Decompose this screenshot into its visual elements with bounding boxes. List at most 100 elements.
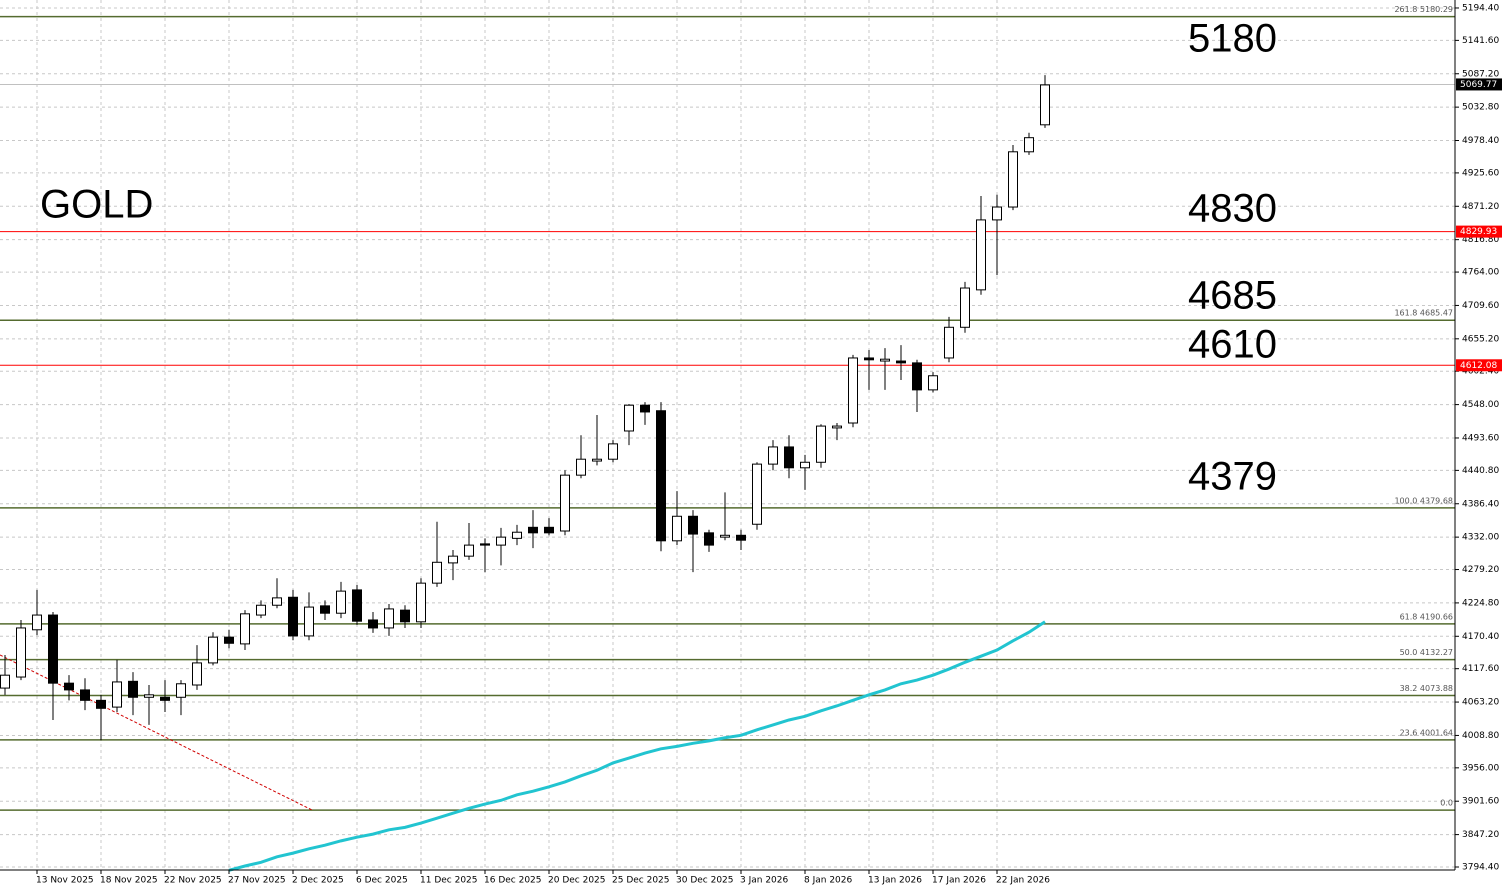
- candle-body: [272, 597, 282, 606]
- candle-body: [864, 357, 874, 361]
- price-box: [1456, 359, 1502, 372]
- y-tick-label: 4816.80: [1462, 235, 1499, 245]
- candle-body: [656, 410, 666, 542]
- x-tick-label: 11 Dec 2025: [420, 876, 478, 886]
- candle-body: [336, 590, 346, 614]
- candle-body: [768, 446, 778, 465]
- y-tick-label: 4871.20: [1462, 202, 1499, 212]
- candle-body: [1040, 84, 1050, 126]
- candle-body: [944, 326, 954, 359]
- candle-body: [720, 534, 730, 538]
- candle-body: [464, 544, 474, 557]
- candle-body: [496, 536, 506, 546]
- candle-body: [624, 404, 634, 432]
- current-price-label: 5069.77: [1460, 80, 1497, 90]
- y-tick-label: 4602.40: [1462, 367, 1499, 377]
- fib-label: 261.8 5180.29: [1394, 5, 1453, 14]
- levels: 261.8 5180.29 161.8 4685.47 100.0 4379.68 6…: [0, 5, 1455, 811]
- candle-body: [320, 605, 330, 614]
- candle-body: [208, 636, 218, 664]
- y-tick-label: 4008.80: [1462, 731, 1499, 741]
- y-tick-label: 4117.60: [1462, 664, 1499, 674]
- y-tick-label: 4655.20: [1462, 334, 1499, 344]
- y-tick-label: 5141.60: [1462, 36, 1499, 46]
- fib-label: 61.8 4190.66: [1400, 612, 1453, 621]
- candle-body: [848, 357, 858, 424]
- annotation: GOLD: [40, 183, 153, 227]
- x-tick-label: 27 Nov 2025: [228, 876, 286, 886]
- marks: [0, 75, 1050, 872]
- y-tick-label: 4548.00: [1462, 400, 1499, 410]
- candle-body: [752, 463, 762, 525]
- candle-body: [1008, 151, 1018, 208]
- candle-body: [112, 681, 122, 708]
- candle-body: [960, 287, 970, 328]
- y-tick-label: 4386.40: [1462, 499, 1499, 509]
- candle-body: [288, 596, 298, 637]
- x-tick-label: 13 Jan 2026: [868, 876, 922, 886]
- annotation: 4379: [1188, 455, 1277, 499]
- fib-label: 100.0 4379.68: [1394, 496, 1453, 505]
- candle-body: [144, 694, 154, 698]
- x-tick-label: 30 Dec 2025: [676, 876, 734, 886]
- candle-body: [976, 219, 986, 291]
- fib-label: 50.0 4132.27: [1400, 648, 1453, 657]
- y-tick-label: 4709.60: [1462, 301, 1499, 311]
- annotation: 4610: [1188, 323, 1277, 367]
- y-tick-label: 4493.60: [1462, 433, 1499, 443]
- axis-labels: 5194.40 5141.60 5087.20 5032.80 4978.40 4925.…: [36, 3, 1502, 886]
- candle-body: [544, 526, 554, 534]
- candle-body: [256, 604, 266, 616]
- y-tick-label: 3847.20: [1462, 830, 1499, 840]
- price-box: [1456, 225, 1502, 238]
- candle-body: [672, 515, 682, 542]
- candle-body: [448, 555, 458, 564]
- trend-line: [0, 654, 313, 811]
- fib-label: 23.6 4001.64: [1400, 728, 1453, 737]
- candle-body: [592, 458, 602, 462]
- annotation: 4830: [1188, 187, 1277, 231]
- candle-body: [240, 613, 250, 645]
- candle-body: [736, 534, 746, 541]
- candle-body: [560, 474, 570, 532]
- y-tick-label: 5032.80: [1462, 103, 1499, 113]
- fib-label: 38.2 4073.88: [1400, 684, 1453, 693]
- candle-body: [528, 526, 538, 534]
- candle-body: [896, 360, 906, 364]
- candle-body: [0, 674, 10, 689]
- candle-body: [176, 683, 186, 698]
- price-box-label: 4829.93: [1460, 227, 1497, 237]
- x-tick-label: 22 Jan 2026: [996, 876, 1050, 886]
- x-tick-label: 3 Jan 2026: [740, 876, 788, 886]
- x-tick-label: 13 Nov 2025: [36, 876, 94, 886]
- y-tick-label: 4224.80: [1462, 598, 1499, 608]
- x-tick-label: 16 Dec 2025: [484, 876, 542, 886]
- candle-body: [992, 206, 1002, 221]
- moving-average: [228, 620, 1046, 872]
- candle-body: [912, 362, 922, 391]
- x-tick-label: 17 Jan 2026: [932, 876, 986, 886]
- candle-body: [816, 425, 826, 463]
- y-tick-label: 3956.00: [1462, 763, 1499, 773]
- x-tick-label: 8 Jan 2026: [804, 876, 852, 886]
- candle-body: [416, 582, 426, 623]
- x-tick-label: 25 Dec 2025: [612, 876, 670, 886]
- y-tick-label: 4063.20: [1462, 698, 1499, 708]
- current-price-box: [1456, 78, 1502, 91]
- fib-label: 161.8 4685.47: [1394, 309, 1453, 318]
- candle-body: [608, 443, 618, 460]
- y-tick-label: 5194.40: [1462, 3, 1499, 13]
- fib-label: 0.0: [1440, 799, 1453, 808]
- candle-body: [160, 696, 170, 701]
- candle-body: [192, 662, 202, 686]
- grid: [0, 0, 1455, 870]
- y-tick-label: 3794.40: [1462, 862, 1499, 872]
- candle-body: [784, 446, 794, 469]
- y-tick-label: 4332.00: [1462, 533, 1499, 543]
- candle-body: [384, 608, 394, 629]
- candle-body: [32, 614, 42, 631]
- candle-body: [432, 561, 442, 584]
- annotation: 4685: [1188, 274, 1277, 318]
